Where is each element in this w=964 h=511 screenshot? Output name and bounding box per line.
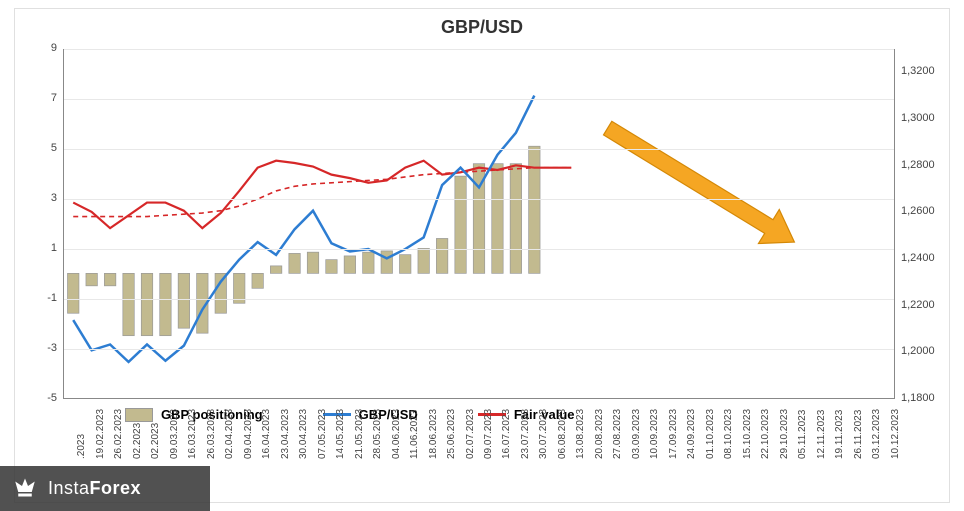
- x-tick-label: 07.05.2023: [317, 409, 328, 459]
- gridline: [64, 349, 894, 350]
- x-tick-label: 29.10.2023: [779, 409, 790, 459]
- x-tick-label: 19.02.2023: [95, 409, 106, 459]
- chart-title: GBP/USD: [15, 9, 949, 38]
- y-right-tick-label: 1,1800: [901, 392, 951, 404]
- gridline: [64, 299, 894, 300]
- x-tick-label: 16.07.2023: [501, 409, 512, 459]
- x-tick-label: 26.11.2023: [853, 410, 864, 459]
- x-tick-label: .2023: [76, 434, 87, 459]
- x-tick-label: 27.08.2023: [612, 409, 623, 459]
- y-left-tick-label: 9: [17, 42, 57, 54]
- x-tick-label: 08.10.2023: [723, 409, 734, 459]
- x-tick-label: 25.06.2023: [446, 409, 457, 459]
- fair-value-dashed-line: [73, 168, 571, 217]
- x-tick-label: 26.02.2023: [113, 409, 124, 459]
- fair-value-line: [73, 161, 571, 228]
- gridline: [64, 99, 894, 100]
- x-tick-label: 02.2023: [132, 423, 143, 459]
- x-tick-label: 23.04.2023: [280, 409, 291, 459]
- gridline: [64, 49, 894, 50]
- x-tick-label: 13.08.2023: [575, 409, 586, 459]
- x-tick-label: 10.09.2023: [649, 409, 660, 459]
- x-tick-label: 24.09.2023: [686, 409, 697, 459]
- y-left-tick-label: -1: [17, 292, 57, 304]
- x-tick-label: 03.12.2023: [871, 409, 882, 459]
- x-tick-label: 12.11.2023: [816, 410, 827, 459]
- gridline: [64, 149, 894, 150]
- x-tick-label: 03.09.2023: [631, 409, 642, 459]
- x-tick-label: 15.10.2023: [742, 409, 753, 459]
- x-tick-label: 02.04.2023: [224, 409, 235, 459]
- y-right-tick-label: 1,3200: [901, 65, 951, 77]
- y-right-tick-label: 1,2000: [901, 345, 951, 357]
- y-left-tick-label: 7: [17, 92, 57, 104]
- x-tick-label: 30.04.2023: [298, 409, 309, 459]
- y-left-tick-label: 5: [17, 142, 57, 154]
- y-left-tick-label: -3: [17, 342, 57, 354]
- x-tick-label: 14.05.2023: [335, 409, 346, 459]
- y-left-tick-label: 3: [17, 192, 57, 204]
- x-tick-label: 16.04.2023: [261, 409, 272, 459]
- gbpusd-line: [73, 96, 534, 362]
- brand-text: InstaForex: [48, 478, 141, 499]
- x-tick-label: 16.03.2023: [187, 409, 198, 459]
- x-tick-label: 09.04.2023: [243, 409, 254, 459]
- brand-logo: InstaForex: [0, 466, 210, 511]
- x-tick-label: 09.03.2023: [169, 409, 180, 459]
- x-tick-label: 28.05.2023: [372, 409, 383, 459]
- legend-swatch-bar-icon: [125, 408, 153, 422]
- y-left-tick-label: 1: [17, 242, 57, 254]
- x-tick-label: 02.2023: [150, 423, 161, 459]
- trend-arrow-icon: [603, 121, 794, 243]
- gridline: [64, 249, 894, 250]
- lines-layer: [64, 49, 894, 398]
- x-tick-label: 30.07.2023: [538, 409, 549, 459]
- x-tick-label: 01.10.2023: [705, 409, 716, 459]
- y-right-tick-label: 1,2400: [901, 252, 951, 264]
- y-right-tick-label: 1,2600: [901, 205, 951, 217]
- x-tick-label: 09.07.2023: [483, 409, 494, 459]
- plot-area: [63, 49, 895, 399]
- x-tick-label: 26.03.2023: [206, 409, 217, 459]
- x-tick-label: 10.12.2023: [890, 409, 901, 459]
- chart-container: GBP/USD GBP positioning GBP/USD Fair val…: [14, 8, 950, 503]
- x-tick-label: 18.06.2023: [428, 409, 439, 459]
- x-tick-label: 21.05.2023: [354, 409, 365, 459]
- x-tick-label: 11.06.2023: [409, 410, 420, 459]
- y-right-tick-label: 1,2800: [901, 159, 951, 171]
- x-tick-label: 17.09.2023: [668, 409, 679, 459]
- y-left-tick-label: -5: [17, 392, 57, 404]
- y-right-tick-label: 1,2200: [901, 299, 951, 311]
- x-tick-label: 22.10.2023: [760, 409, 771, 459]
- x-tick-label: 23.07.2023: [520, 409, 531, 459]
- x-tick-label: 02.07.2023: [465, 409, 476, 459]
- y-right-tick-label: 1,3000: [901, 112, 951, 124]
- x-tick-label: 04.06.2023: [391, 409, 402, 459]
- x-tick-label: 05.11.2023: [797, 410, 808, 459]
- x-tick-label: 19.11.2023: [834, 410, 845, 459]
- x-tick-label: 06.08.2023: [557, 409, 568, 459]
- x-tick-label: 20.08.2023: [594, 409, 605, 459]
- crown-icon: [10, 474, 40, 504]
- gridline: [64, 199, 894, 200]
